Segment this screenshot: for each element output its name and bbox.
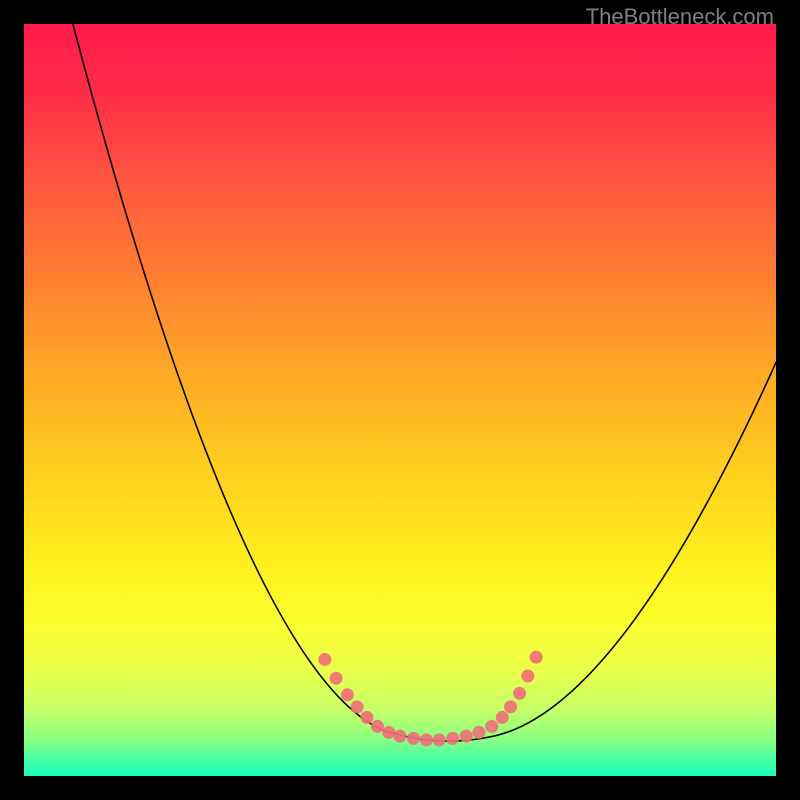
data-marker (446, 732, 459, 745)
data-marker (371, 720, 384, 733)
watermark-text: TheBottleneck.com (586, 4, 774, 30)
data-marker (485, 720, 498, 733)
chart-plot-area (24, 24, 776, 776)
data-marker (472, 726, 485, 739)
data-marker (351, 700, 364, 713)
data-marker (394, 730, 407, 743)
data-marker (341, 688, 354, 701)
data-marker (496, 711, 509, 724)
data-marker (420, 733, 433, 746)
data-marker (530, 651, 543, 664)
data-marker (382, 726, 395, 739)
data-marker (330, 672, 343, 685)
data-marker (407, 732, 420, 745)
data-marker (504, 700, 517, 713)
data-marker (318, 653, 331, 666)
data-marker (521, 669, 534, 682)
data-marker (513, 687, 526, 700)
chart-background (24, 24, 776, 776)
data-marker (433, 733, 446, 746)
data-marker (360, 711, 373, 724)
chart-svg (24, 24, 776, 776)
data-marker (460, 730, 473, 743)
